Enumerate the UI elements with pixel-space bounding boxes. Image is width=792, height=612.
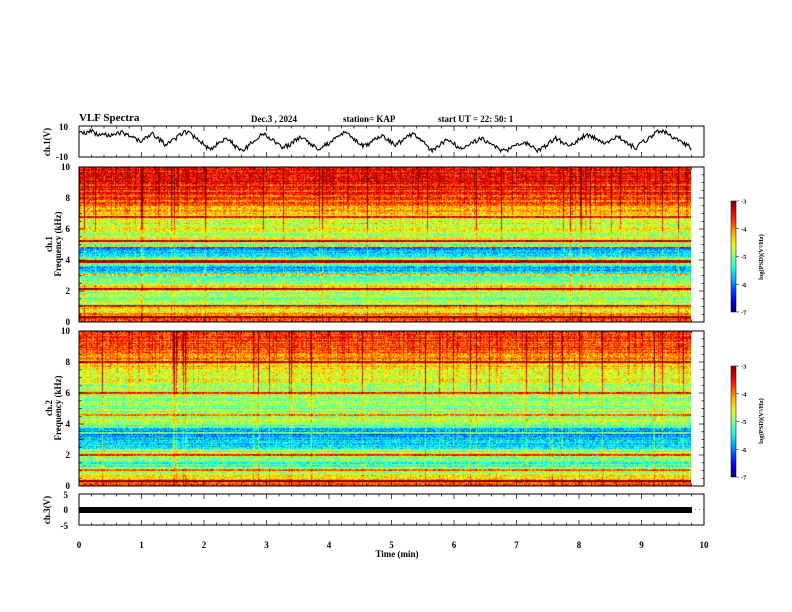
ch1-waveform-ylabel: ch.1(V) (42, 128, 52, 156)
y-tick-label: 0 (66, 481, 71, 491)
y-tick-label: 6 (66, 224, 71, 234)
y-tick-label: 8 (66, 193, 71, 203)
ch3-waveform-ylabel: ch.3(V) (42, 496, 52, 524)
time-axis-ticks: 0 1 2 3 4 5 6 7 8 9 10 (77, 126, 709, 550)
ch1-waveform-trace (78, 128, 692, 154)
ch3-waveform-trace (79, 507, 692, 513)
ch1-ytick-top: 10 (59, 122, 69, 132)
colorbar-tick-label: -5 (741, 419, 747, 426)
y-tick-label: 8 (66, 357, 71, 367)
time-axis-label: Time (min) (375, 549, 418, 559)
x-tick-label: 10 (700, 540, 710, 550)
colorbar-tick-label: -6 (741, 447, 747, 454)
ch1-waveform-line (78, 128, 692, 154)
ch1-colorbar-gradient (731, 201, 736, 312)
ch2-spectrogram-yticks: 0 2 4 6 8 10 (61, 326, 704, 491)
ch3-ytick-bottom: -5 (61, 521, 69, 531)
ch2-colorbar-gradient (731, 366, 736, 477)
y-tick-label: 4 (66, 419, 71, 429)
header-station: station= KAP (343, 114, 396, 124)
colorbar-tick-label: -7 (741, 310, 747, 317)
ch1-colorbar-label: log(PSD)(V²/Hz) (758, 234, 765, 280)
x-tick-label: 7 (514, 540, 519, 550)
colorbar-tick-label: -6 (741, 282, 747, 289)
y-tick-label: 6 (66, 388, 71, 398)
y-tick-label: 2 (66, 450, 71, 460)
chart-title: VLF Spectra (79, 112, 140, 124)
ch1-channel-label: ch.1 (44, 236, 54, 252)
ch2-spectrogram-panel: 0 2 4 6 8 10 ch.2 Frequency (kHz) (44, 326, 705, 491)
ch3-ytick-mid: 0 (64, 505, 69, 515)
ch1-ytick-bottom: -10 (56, 152, 68, 162)
colorbar-tick-label: -4 (741, 226, 747, 233)
ch2-colorbar: -3 -4 -5 -6 -7 log(PSD)(V²/Hz) (730, 364, 765, 482)
ch2-colorbar-label: log(PSD)(V²/Hz) (758, 398, 765, 444)
x-tick-label: 8 (577, 540, 582, 550)
ch1-spectrogram-yticks: 0 2 4 6 8 10 (61, 162, 704, 327)
ch2-colorbar-ticks: -3 -4 -5 -6 -7 (736, 364, 747, 482)
x-tick-label: 1 (139, 540, 144, 550)
y-tick-label: 0 (66, 317, 71, 327)
y-tick-label: 10 (61, 162, 71, 172)
y-tick-label: 10 (61, 326, 71, 336)
header-start-time: start UT = 22: 50: 1 (438, 114, 514, 124)
y-tick-label: 4 (66, 255, 71, 265)
colorbar-tick-label: -4 (741, 391, 747, 398)
x-tick-label: 0 (77, 540, 82, 550)
colorbar-tick-label: -5 (741, 254, 747, 261)
x-tick-label: 3 (264, 540, 269, 550)
x-tick-label: 2 (202, 540, 207, 550)
ch2-spectrogram-image (79, 331, 691, 486)
ch1-spectrogram-image (79, 167, 691, 322)
colorbar-tick-label: -7 (741, 475, 747, 482)
x-tick-label: 5 (389, 540, 394, 550)
ch1-colorbar-ticks: -3 -4 -5 -6 -7 (736, 199, 747, 317)
x-tick-label: 6 (452, 540, 457, 550)
ch2-channel-label: ch.2 (44, 400, 54, 416)
x-tick-label: 9 (639, 540, 644, 550)
ch1-colorbar: -3 -4 -5 -6 -7 log(PSD)(V²/Hz) (730, 199, 765, 317)
colorbar-tick-label: -3 (741, 199, 747, 206)
y-tick-label: 2 (66, 286, 71, 296)
colorbar-tick-label: -3 (741, 364, 747, 371)
ch2-frequency-ylabel: Frequency (kHz) (53, 375, 63, 440)
header-date: Dec.3 , 2024 (251, 114, 297, 124)
x-tick-label: 4 (327, 540, 332, 550)
ch1-spectrogram-panel: 0 2 4 6 8 10 ch.1 Frequency (kHz) (44, 162, 705, 327)
ch3-ytick-top: 5 (64, 490, 69, 500)
ch1-frequency-ylabel: Frequency (kHz) (53, 211, 63, 276)
